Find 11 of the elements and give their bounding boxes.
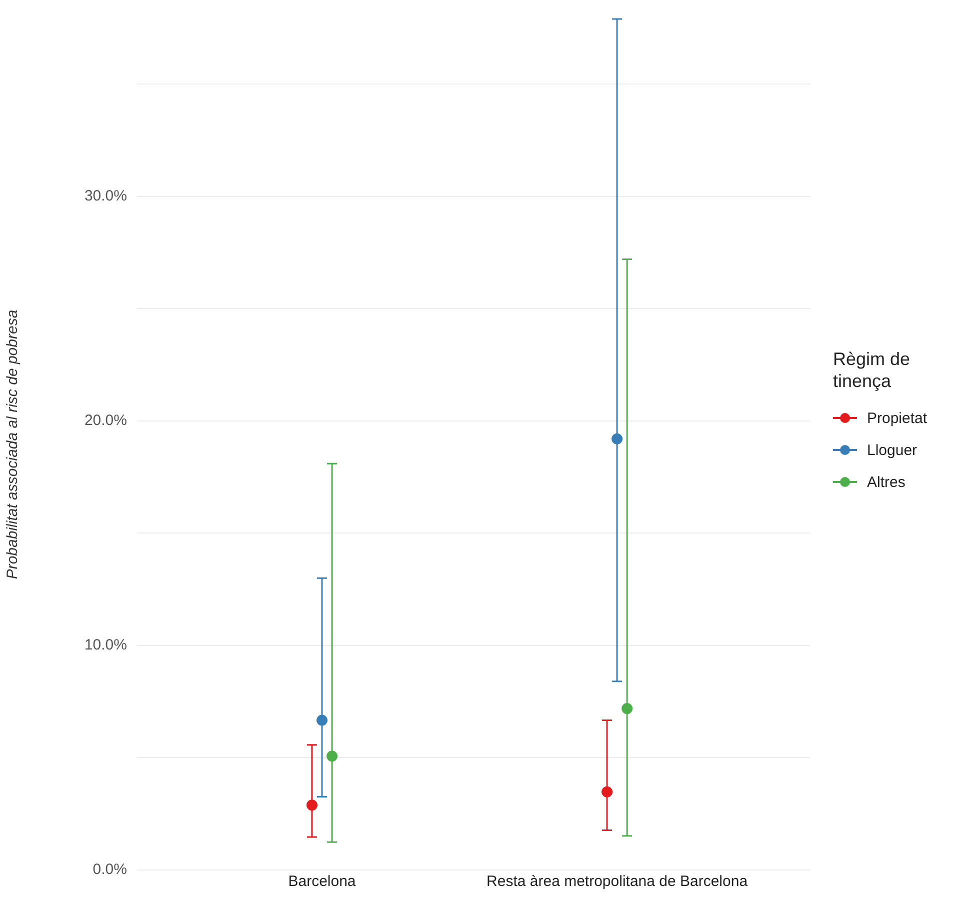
x-tick-label: Barcelona <box>288 873 356 890</box>
legend-label: Lloguer <box>867 442 918 458</box>
y-axis-title: Probabilitat associada al risc de pobresa <box>4 310 22 580</box>
legend-title: Règim de tinença <box>833 348 912 392</box>
y-tick-label: 0.0% <box>92 861 127 878</box>
y-tick-label: 10.0% <box>84 636 127 654</box>
legend-label: Propietat <box>867 410 928 426</box>
y-tick-label: 30.0% <box>84 188 127 205</box>
y-tick-label: 20.0% <box>84 412 127 430</box>
legend-label: Altres <box>867 474 906 490</box>
x-tick-label: Resta àrea metropolitana de Barcelona <box>486 873 748 890</box>
